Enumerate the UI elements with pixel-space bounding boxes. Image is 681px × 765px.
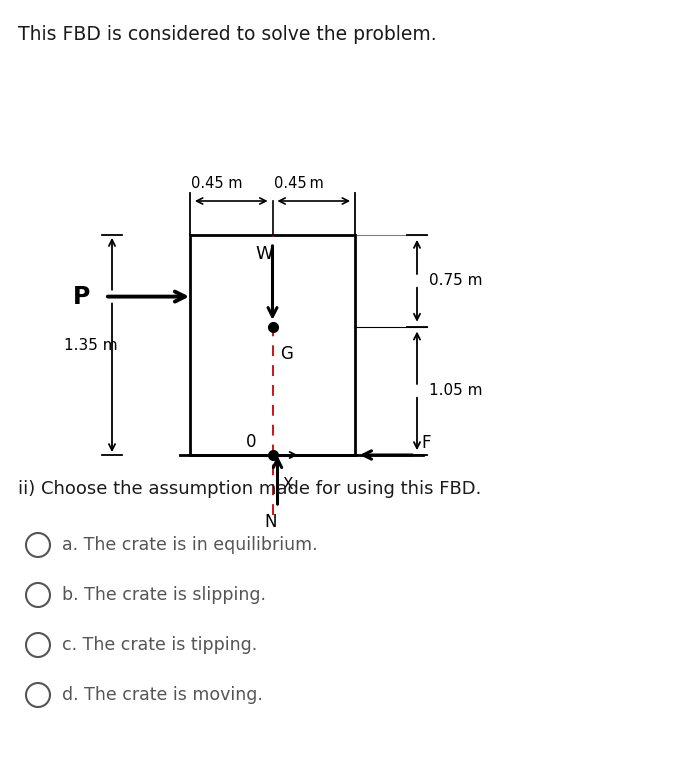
Text: 0.75 m: 0.75 m bbox=[429, 273, 483, 288]
Bar bbox=[190, 235, 355, 455]
Text: 1.35 m: 1.35 m bbox=[64, 337, 118, 353]
Text: c. The crate is tipping.: c. The crate is tipping. bbox=[62, 636, 257, 654]
Text: This FBD is considered to solve the problem.: This FBD is considered to solve the prob… bbox=[18, 25, 437, 44]
Text: F: F bbox=[421, 434, 430, 452]
Text: 0.45 m: 0.45 m bbox=[274, 176, 324, 191]
Text: ii) Choose the assumption made for using this FBD.: ii) Choose the assumption made for using… bbox=[18, 480, 481, 498]
Text: d. The crate is moving.: d. The crate is moving. bbox=[62, 686, 263, 704]
Text: 1.05 m: 1.05 m bbox=[429, 383, 483, 399]
Text: X: X bbox=[283, 477, 293, 492]
Text: W: W bbox=[255, 245, 273, 263]
Text: a. The crate is in equilibrium.: a. The crate is in equilibrium. bbox=[62, 536, 317, 554]
Text: G: G bbox=[281, 345, 294, 363]
Text: P: P bbox=[73, 285, 91, 308]
Text: b. The crate is slipping.: b. The crate is slipping. bbox=[62, 586, 266, 604]
Text: N: N bbox=[264, 513, 276, 531]
Text: 0.45 m: 0.45 m bbox=[191, 176, 242, 191]
Text: 0: 0 bbox=[245, 433, 256, 451]
